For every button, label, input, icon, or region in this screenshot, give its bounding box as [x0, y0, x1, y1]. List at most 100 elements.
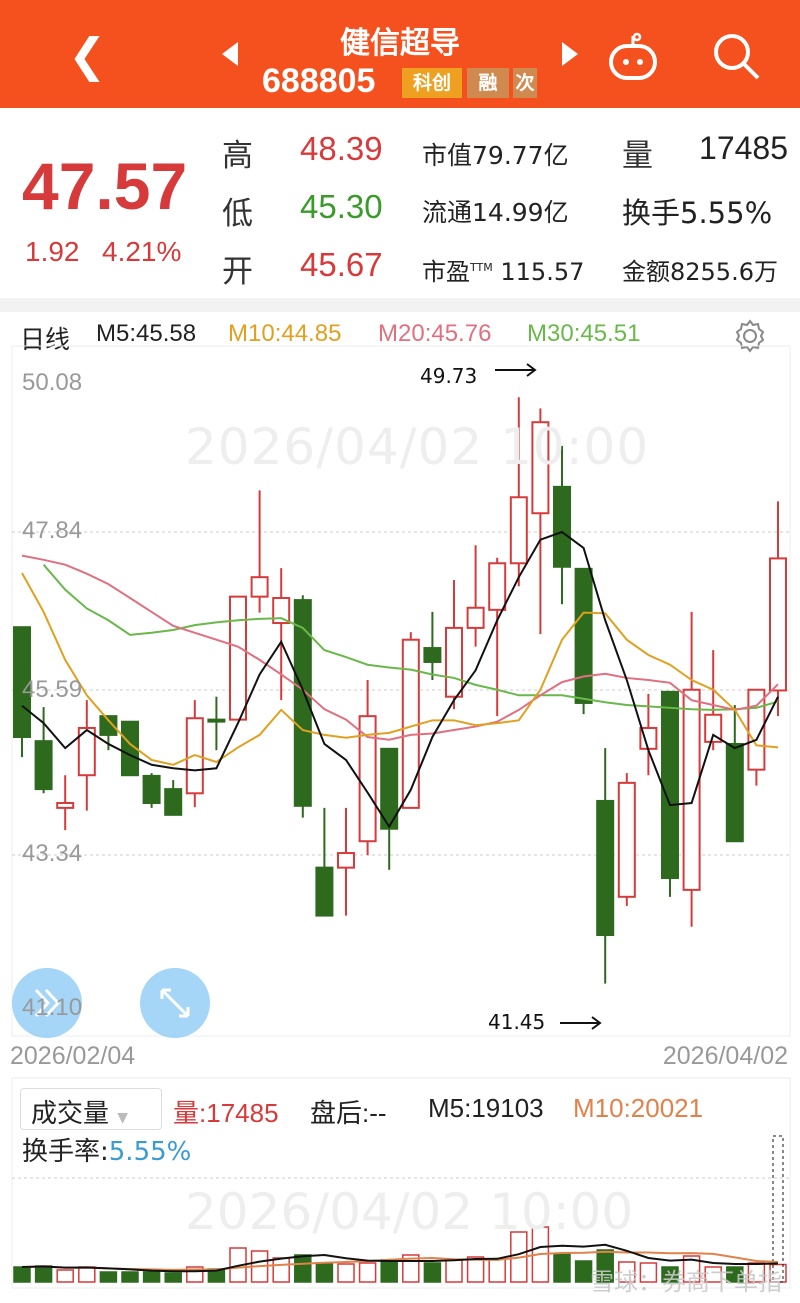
x-label-end: 2026/04/02: [662, 1042, 788, 1070]
volume-bar: [99, 1271, 118, 1283]
low-value: 45.30: [300, 188, 383, 225]
y-tick: 43.34: [22, 840, 83, 867]
volume-bar: [121, 1271, 139, 1283]
candle-down: [34, 740, 53, 791]
badge-next: 次: [513, 68, 537, 98]
candle-down: [661, 690, 679, 880]
pe-label: 市盈: [422, 258, 470, 286]
volume-bar: [272, 1257, 290, 1283]
max-price-label: 49.73: [420, 364, 478, 388]
volume-ma10-line: [21, 1250, 779, 1271]
vol-label: 量:: [173, 1098, 207, 1128]
after-hours-readout: 盘后:--: [310, 1098, 387, 1128]
min-arrow: [560, 1016, 602, 1030]
y-tick: 47.84: [22, 517, 83, 544]
volume-bar: [337, 1263, 355, 1283]
candle-down: [423, 647, 442, 663]
amount-label: 金额: [622, 258, 670, 286]
pe-value: 115.57: [500, 258, 585, 286]
chart-frame: [11, 345, 791, 1037]
candle-up: [56, 802, 75, 809]
candle-down: [574, 567, 593, 704]
gear-icon[interactable]: [732, 318, 768, 354]
candle-up: [682, 688, 701, 891]
collapse-button[interactable]: [12, 968, 82, 1038]
ma30-legend: M30:45.51: [527, 320, 641, 347]
mcap-label: 市值: [422, 141, 473, 170]
candle-up: [250, 576, 269, 598]
ma10-line: [21, 572, 779, 766]
robot-icon[interactable]: [605, 32, 661, 82]
volume-bar: [34, 1265, 53, 1283]
volume-bar: [445, 1259, 463, 1283]
top-bar: ❮ 健信超导 688805 科创 融 次: [0, 0, 800, 108]
x-label-start: 2026/02/04: [10, 1042, 136, 1070]
candle-up: [531, 421, 550, 515]
turnover-value: 5.55%: [680, 196, 773, 230]
max-arrow: [495, 363, 537, 377]
amount-value: 8255.6万: [670, 258, 778, 286]
candle-up: [229, 595, 247, 721]
low-label: 低: [222, 196, 253, 232]
candle-up: [747, 688, 766, 771]
volume-label: 量: [622, 138, 653, 174]
pe-ttm: TTM: [470, 261, 493, 274]
divider: [0, 298, 800, 312]
stock-name: 健信超导: [340, 26, 460, 61]
candle-up: [617, 781, 636, 898]
volume-bar: [596, 1249, 614, 1283]
price-change-pct: 4.21%: [102, 236, 182, 267]
volume-bar: [553, 1253, 571, 1283]
volume-bar: [13, 1266, 31, 1283]
y-tick: 45.59: [22, 676, 83, 703]
volume-bar: [466, 1256, 485, 1283]
candle-up: [704, 713, 723, 743]
last-price: 47.57: [22, 149, 188, 223]
price-change: 1.92: [25, 236, 80, 267]
search-icon[interactable]: [710, 30, 765, 80]
volume-readout: 量:17485: [173, 1093, 279, 1130]
triangle-left-icon[interactable]: [222, 42, 238, 66]
candle-down: [207, 718, 226, 723]
candle-down: [725, 742, 744, 843]
volume-ma5-line: [21, 1243, 779, 1273]
volume-bar: [423, 1262, 442, 1283]
footer-watermark: 雪球：券商下单指: [590, 1268, 782, 1296]
candle-down: [164, 788, 183, 816]
volume-bar: [78, 1266, 96, 1283]
turnover-label: 换手: [622, 196, 681, 230]
stock-code: 688805: [262, 62, 376, 100]
candle-up: [401, 638, 420, 809]
ma20-legend: M20:45.76: [378, 320, 492, 347]
volume-bar: [488, 1258, 506, 1283]
vol-ma10-readout: M10:20021: [573, 1093, 704, 1123]
volume-bar: [294, 1254, 312, 1283]
ma20-line: [21, 554, 779, 741]
expand-arrows-icon: [160, 988, 190, 1018]
volume-bar: [682, 1255, 701, 1283]
period-selector[interactable]: 日线: [20, 326, 71, 354]
volume-bar: [704, 1266, 722, 1283]
high-value: 48.39: [300, 130, 383, 167]
ma5-legend: M5:45.58: [96, 320, 197, 347]
chevron-left-icon[interactable]: ❮: [68, 28, 107, 82]
volume-bar: [164, 1272, 182, 1283]
volume-bar: [769, 1263, 787, 1283]
indicator-selector[interactable]: 成交量 ▼: [20, 1088, 162, 1130]
open-value: 45.67: [300, 246, 383, 283]
double-chevron-right-icon: [34, 988, 61, 1018]
volume-bar: [380, 1259, 398, 1283]
candle-up: [769, 557, 787, 692]
ma30-line: [42, 564, 779, 711]
volume-bar: [661, 1266, 679, 1283]
candle-down: [380, 747, 399, 830]
triangle-right-icon[interactable]: [562, 42, 578, 66]
caret-down-icon: ▼: [117, 1110, 129, 1126]
volume-bar: [142, 1271, 161, 1283]
candle-up: [272, 597, 291, 625]
candle-up: [77, 726, 96, 777]
projected-volume-bar: [772, 1135, 784, 1283]
candle-down: [596, 799, 615, 937]
fullscreen-button[interactable]: [140, 968, 210, 1038]
